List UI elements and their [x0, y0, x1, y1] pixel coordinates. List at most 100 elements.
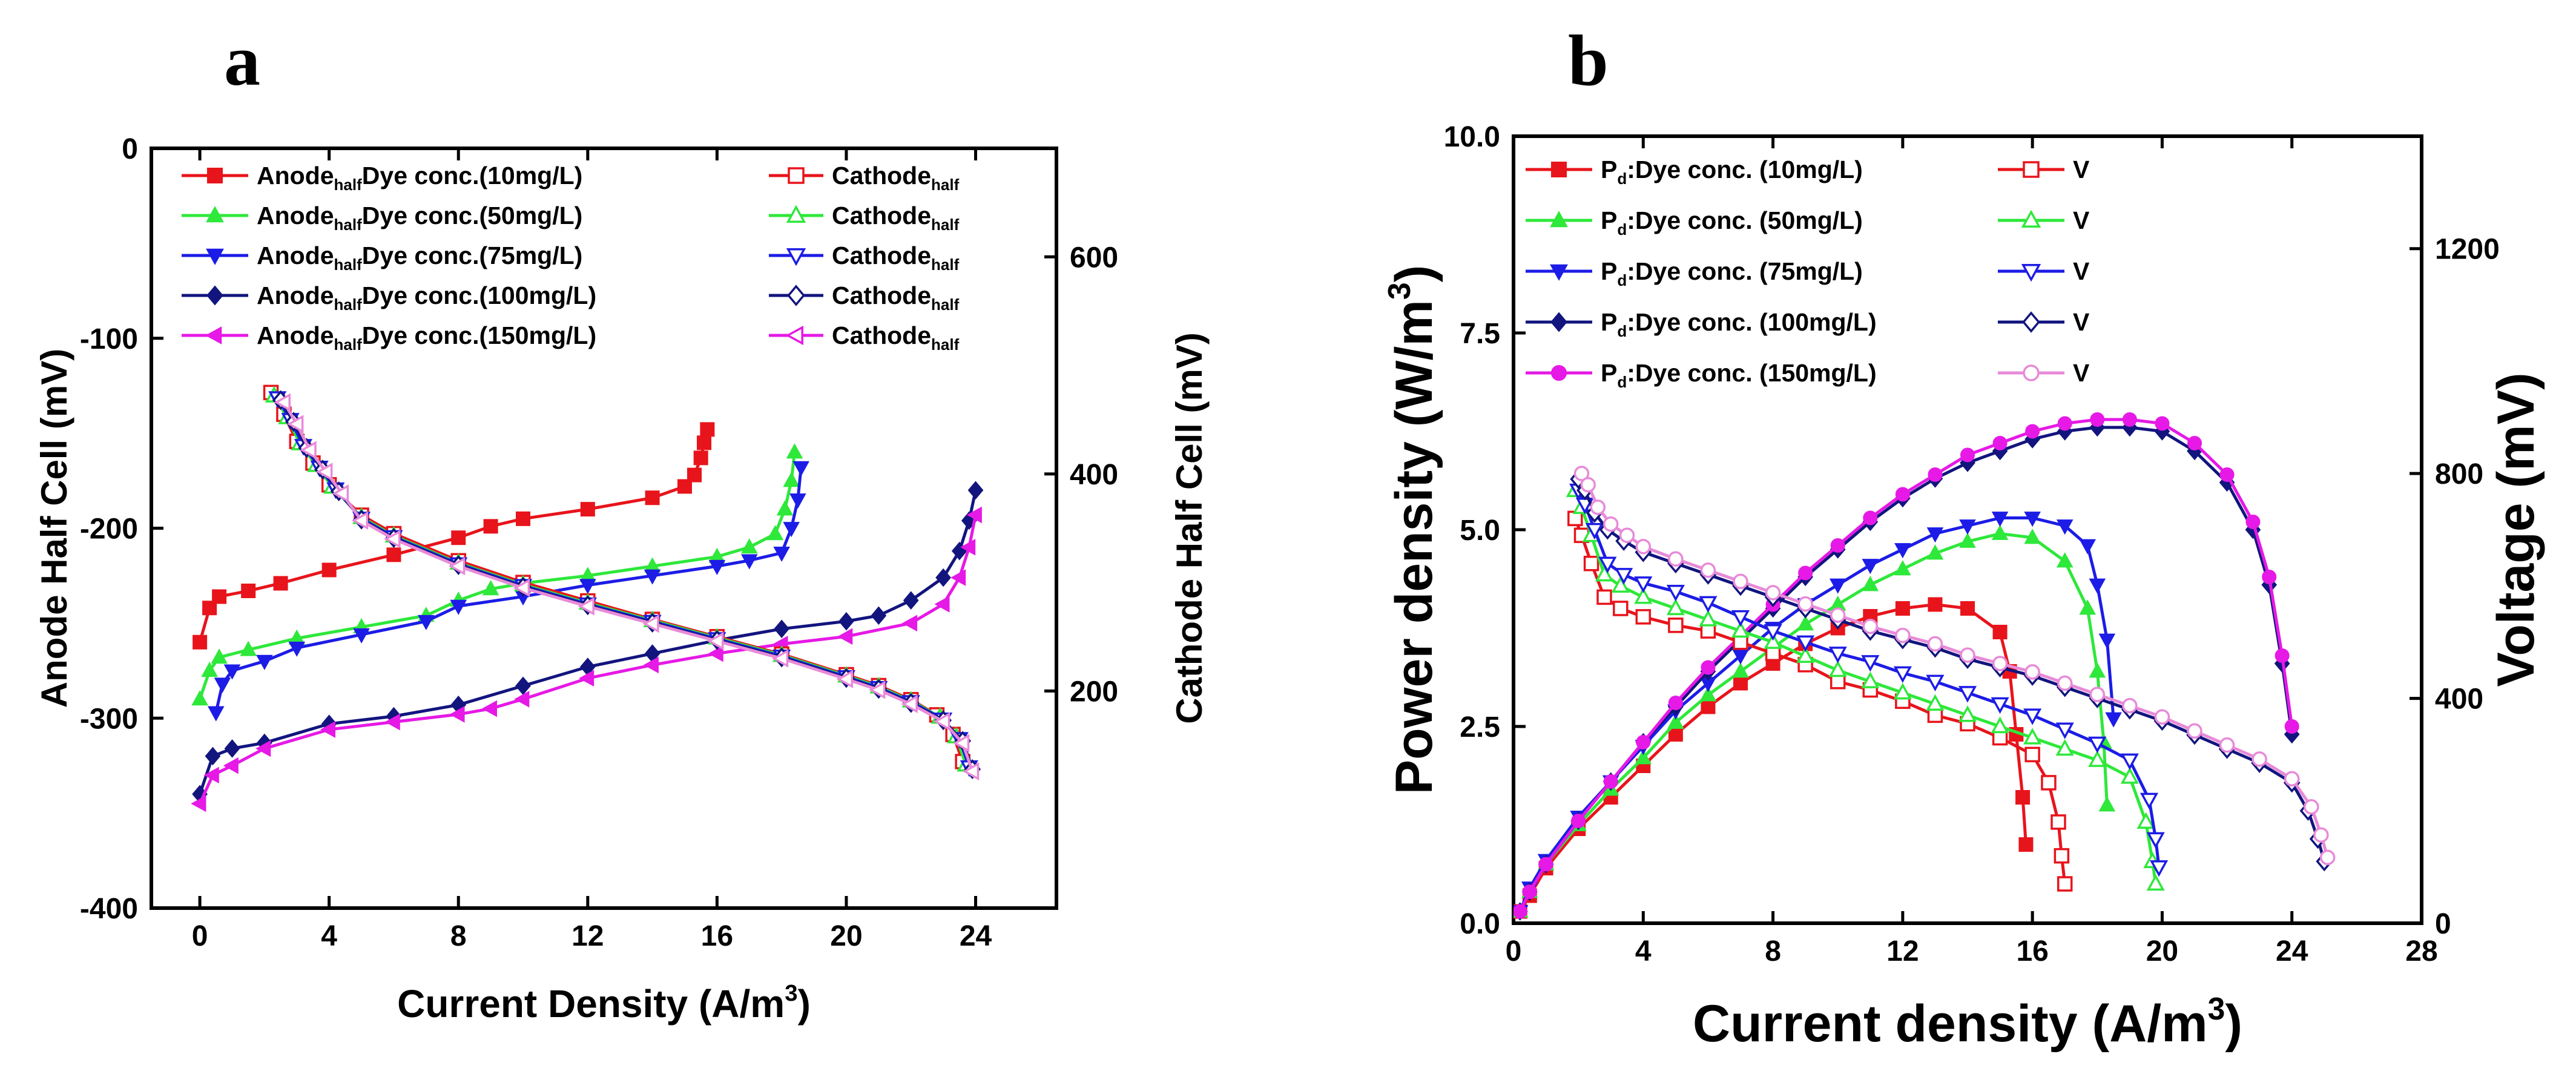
series-0-point: [386, 547, 401, 562]
series-6-point: [1764, 632, 1782, 649]
legend-right-marker: [788, 167, 805, 184]
x-tick-label: 8: [450, 920, 467, 952]
series-5-point: [2057, 876, 2073, 892]
series-7-point: [1958, 686, 1977, 703]
series-3-point: [871, 606, 887, 625]
series-0-point: [1701, 699, 1716, 714]
series-group: [191, 384, 984, 812]
x-tick-label: 16: [701, 920, 733, 952]
series-4-point: [1571, 814, 1586, 828]
series-6-point: [1926, 694, 1945, 711]
series-2-point: [1991, 512, 2009, 527]
series-1-point: [1894, 560, 1911, 576]
legend-right-label: Cathodehalf: [832, 162, 960, 194]
series-0-point: [202, 601, 217, 616]
legend-left-label: AnodehalfDye conc.(100mg/L): [257, 282, 596, 314]
y-right-tick-label: 200: [1070, 676, 1118, 708]
series-2-point: [1959, 519, 1976, 535]
series-6-point: [1731, 621, 1750, 638]
series-0-point: [321, 562, 337, 578]
series-4-point: [966, 506, 982, 524]
series-9-point: [578, 597, 595, 616]
legend-right-marker: [2023, 161, 2040, 178]
series-7-point: [2088, 736, 2107, 754]
series-1-point: [2056, 552, 2074, 568]
series-0-point: [645, 490, 660, 506]
y-left-tick-label: 5.0: [1460, 515, 1500, 547]
series-4-point: [643, 656, 659, 674]
series-5-point: [2051, 814, 2066, 830]
series-9-point: [384, 530, 401, 548]
series-9-point: [300, 441, 317, 459]
legend-left-marker: [1550, 365, 1567, 381]
series-4-point: [1928, 467, 1943, 482]
y-left-tick-label: 10.0: [1444, 121, 1500, 153]
legend-left-label: Pd:Dye conc. (50mg/L): [1601, 206, 1863, 239]
y-left-tick-label: -200: [80, 513, 138, 545]
series-5-point: [1596, 589, 1612, 605]
series-6-point: [2055, 739, 2074, 756]
series-7-point: [1585, 522, 1604, 540]
series-0-point: [483, 519, 498, 534]
series-9-point: [2057, 675, 2073, 691]
series-4-line: [1518, 418, 2294, 912]
series-6-point: [2136, 812, 2155, 829]
series-7-point: [1796, 635, 1815, 652]
series-9-point: [1668, 551, 1684, 567]
legend-right-label: Cathodehalf: [832, 242, 960, 274]
series-9-point: [901, 694, 918, 713]
series-4-point: [2284, 719, 2299, 734]
y-left-tick-label: 2.5: [1460, 711, 1500, 743]
series-4-point: [2025, 424, 2040, 439]
series-4-point: [2187, 436, 2202, 450]
y-right-axis-label: Cathode Half Cell (mV): [1169, 332, 1210, 724]
series-2-point: [708, 559, 726, 575]
series-6-point: [2120, 767, 2139, 784]
series-7-point: [1828, 647, 1847, 664]
x-tick-label: 4: [321, 920, 337, 952]
x-tick-label: 4: [1635, 935, 1652, 967]
series-2-point: [450, 599, 467, 615]
series-2-point: [353, 628, 370, 644]
x-tick-label: 0: [1506, 935, 1522, 967]
panel-a-letter: a: [224, 20, 260, 100]
series-2-point: [1732, 649, 1749, 665]
series-0-point: [697, 435, 712, 450]
series-5-line: [1573, 518, 2067, 884]
x-tick-label: 24: [960, 920, 992, 952]
series-0-point: [193, 634, 208, 650]
series-9-point: [2024, 664, 2040, 680]
series-0-point: [1733, 676, 1748, 691]
series-9-point: [316, 463, 333, 481]
series-9-point: [869, 680, 886, 699]
series-4-point: [1863, 510, 1878, 525]
series-9-point: [2154, 709, 2170, 725]
series-2-point: [2105, 712, 2122, 728]
legend-left-label: AnodehalfDye conc.(150mg/L): [257, 321, 596, 354]
series-6-point: [1796, 646, 1815, 664]
series-2-point: [783, 522, 800, 538]
series-9-point: [1765, 585, 1781, 601]
series-7-point: [1926, 674, 1945, 691]
legend-left-marker: [1550, 211, 1568, 228]
series-1-point: [740, 538, 758, 554]
series-9-point: [351, 511, 369, 530]
x-tick-label: 28: [2405, 935, 2437, 967]
series-6-point: [2023, 728, 2042, 745]
legend-right-marker: [786, 205, 806, 223]
series-2-point: [740, 554, 758, 570]
legend-left-label: Pd:Dye conc. (100mg/L): [1601, 308, 1877, 340]
legend-right-marker: [785, 325, 803, 346]
series-2-point: [2079, 539, 2097, 555]
series-9-point: [1733, 573, 1748, 590]
series-7-point: [2146, 832, 2165, 849]
series-5-point: [2041, 775, 2057, 791]
series-6-point: [1634, 587, 1653, 604]
series-6-point: [1958, 705, 1977, 722]
series-1-point: [2098, 796, 2116, 812]
series-5-point: [2054, 848, 2070, 864]
y-right-tick-label: 1200: [2435, 234, 2500, 266]
legend-left-marker: [206, 206, 224, 223]
series-7-point: [1666, 585, 1685, 602]
series-4-point: [960, 539, 976, 556]
